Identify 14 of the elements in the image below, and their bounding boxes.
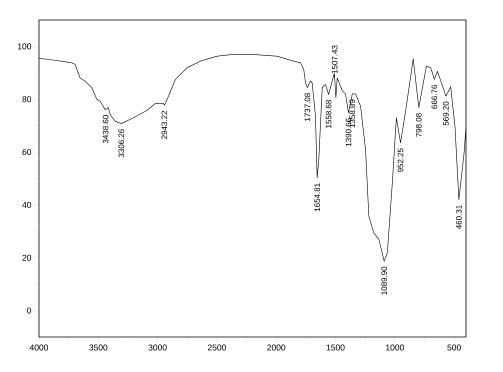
y-tick-label: 80 xyxy=(22,96,32,102)
x-tick-label: 3500 xyxy=(89,344,108,351)
y-tick-label: 60 xyxy=(22,149,32,156)
x-tick-label: 1500 xyxy=(326,344,345,351)
y-tick-label: 20 xyxy=(22,254,32,261)
x-tick-label: 3000 xyxy=(148,344,167,351)
x-tick-label: 2500 xyxy=(208,344,226,351)
x-tick-label: 500 xyxy=(447,344,461,351)
x-tick-label: 1000 xyxy=(386,344,404,351)
y-tick-label: 40 xyxy=(22,202,32,208)
x-tick-label: 4000 xyxy=(30,344,48,351)
x-tick-label: 2000 xyxy=(267,344,286,351)
y-tick-label: 0 xyxy=(27,308,32,314)
y-tick-label: 100 xyxy=(18,43,32,50)
